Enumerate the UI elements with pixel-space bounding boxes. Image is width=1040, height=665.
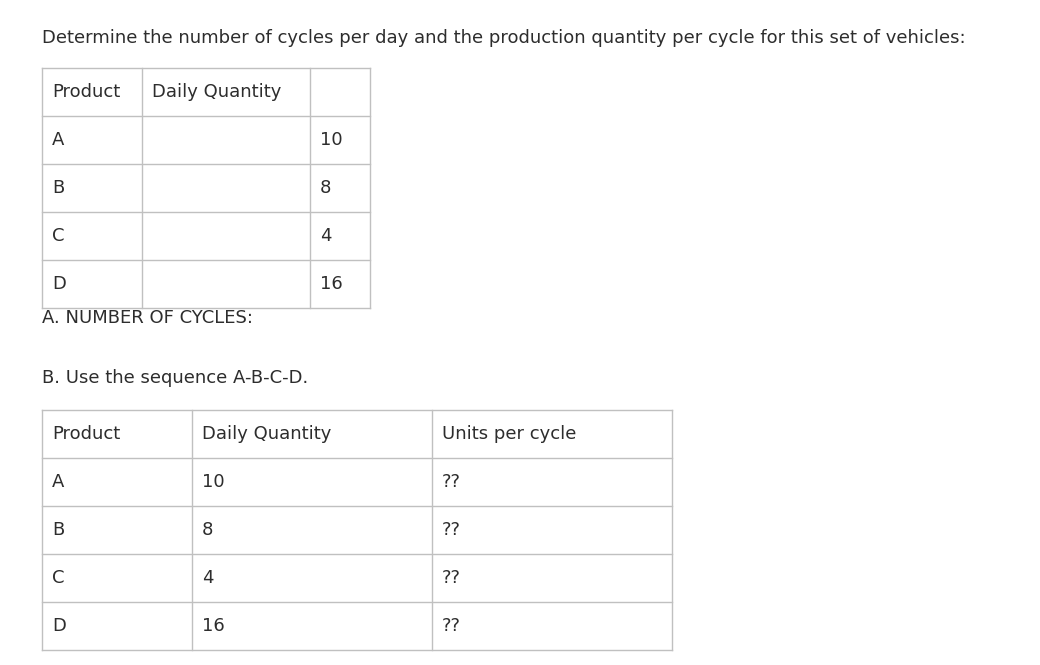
Text: ??: ?? (442, 521, 461, 539)
Text: 16: 16 (202, 617, 225, 635)
Text: 16: 16 (320, 275, 343, 293)
Text: B: B (52, 521, 64, 539)
Text: Daily Quantity: Daily Quantity (202, 425, 332, 443)
Text: C: C (52, 227, 64, 245)
Text: 4: 4 (202, 569, 213, 587)
Text: D: D (52, 275, 66, 293)
Text: 8: 8 (202, 521, 213, 539)
Text: C: C (52, 569, 64, 587)
Text: B: B (52, 179, 64, 197)
Text: A: A (52, 131, 64, 149)
Text: Daily Quantity: Daily Quantity (152, 83, 282, 101)
Text: ??: ?? (442, 617, 461, 635)
Text: 10: 10 (320, 131, 342, 149)
Text: Product: Product (52, 83, 121, 101)
Text: 4: 4 (320, 227, 332, 245)
Text: Units per cycle: Units per cycle (442, 425, 576, 443)
Text: Product: Product (52, 425, 121, 443)
Text: B. Use the sequence A-B-C-D.: B. Use the sequence A-B-C-D. (42, 369, 308, 387)
Text: Determine the number of cycles per day and the production quantity per cycle for: Determine the number of cycles per day a… (42, 29, 965, 47)
Text: D: D (52, 617, 66, 635)
Text: ??: ?? (442, 569, 461, 587)
Text: 10: 10 (202, 473, 225, 491)
Text: A: A (52, 473, 64, 491)
Text: A. NUMBER OF CYCLES:: A. NUMBER OF CYCLES: (42, 309, 253, 327)
Text: 8: 8 (320, 179, 332, 197)
Text: ??: ?? (442, 473, 461, 491)
